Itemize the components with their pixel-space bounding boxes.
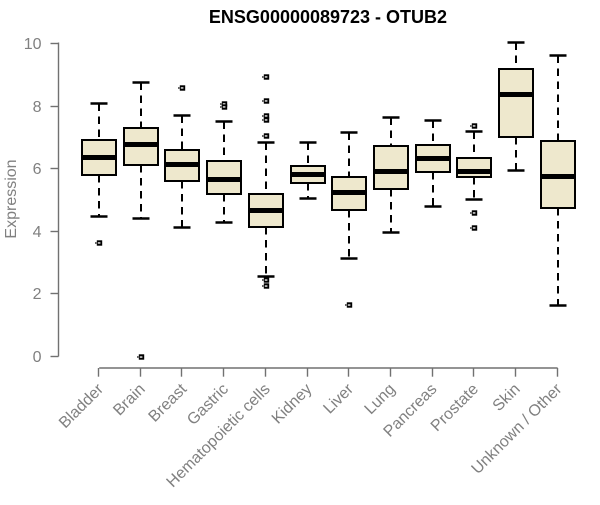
svg-text:0: 0 [33,349,42,366]
svg-text:4: 4 [33,224,42,241]
svg-text:ENSG00000089723 - OTUB2: ENSG00000089723 - OTUB2 [209,7,447,27]
svg-text:6: 6 [33,161,42,178]
svg-text:10: 10 [24,36,42,53]
svg-text:2: 2 [33,286,42,303]
svg-text:8: 8 [33,99,42,116]
svg-text:Expression: Expression [3,159,20,238]
